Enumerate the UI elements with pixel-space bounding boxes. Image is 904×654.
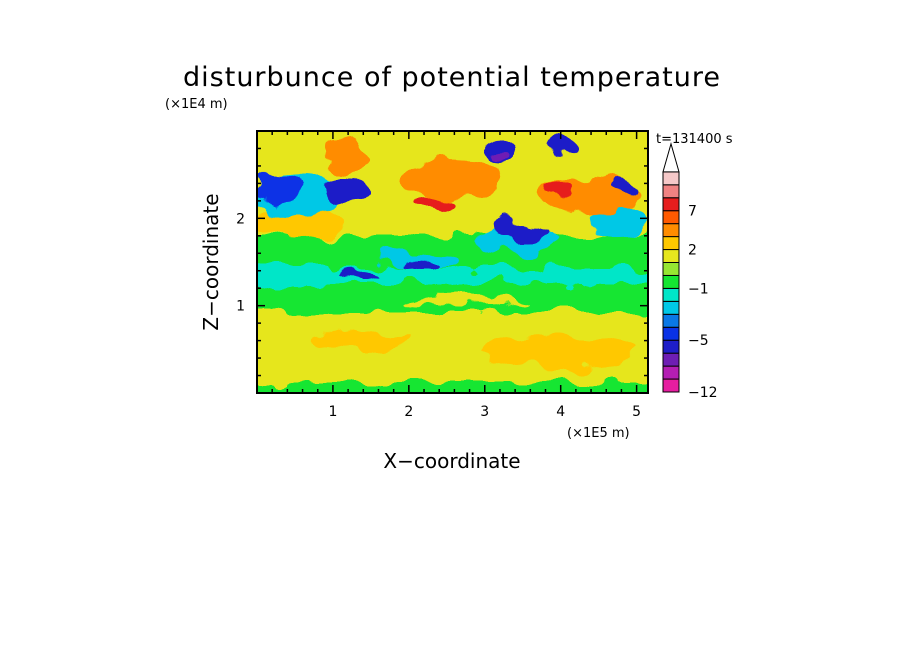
- colorbar-box: [662, 300, 680, 315]
- colorbar-label: −5: [688, 333, 709, 349]
- y-tick-label: 1: [236, 299, 245, 315]
- blue-patch-f: [613, 182, 637, 198]
- y-tick-label: 2: [236, 211, 245, 227]
- y-axis-ticks: 12: [236, 147, 648, 377]
- orange-patch-d: [400, 160, 500, 200]
- colorbar-box: [662, 249, 680, 264]
- x-tick-label: 1: [328, 404, 337, 420]
- colorbar-label: −12: [688, 385, 718, 401]
- blue-patch-a: [257, 174, 300, 206]
- colorbar-label: 7: [688, 204, 697, 220]
- x-axis-ticks: 1 2 3 4 5: [271, 131, 641, 420]
- x-axis-label: X−coordinate: [383, 449, 520, 473]
- blue-patch-b: [325, 178, 365, 206]
- colorbar-box: [662, 352, 680, 367]
- colorbar-box: [662, 210, 680, 225]
- x-tick-label: 4: [556, 404, 565, 420]
- contour-field: [257, 131, 648, 393]
- x-tick-label: 3: [480, 404, 489, 420]
- colorbar-box: [662, 274, 680, 289]
- colorbar-box: [662, 223, 680, 238]
- colorbar-box: [662, 287, 680, 302]
- x-tick-label: 5: [632, 404, 641, 420]
- red-patch-a: [410, 197, 450, 213]
- colorbar-box: [662, 262, 680, 276]
- blue-patch-g: [338, 270, 382, 278]
- colorbar-box: [662, 171, 680, 186]
- yellow-patch: [405, 295, 525, 305]
- colorbar-box: [662, 365, 680, 380]
- colorbar-box: [662, 236, 680, 251]
- cyan-patch-b: [592, 204, 648, 236]
- x-tick-label: 2: [404, 404, 413, 420]
- purple-patch: [495, 150, 505, 160]
- blue-patch-d: [548, 133, 572, 157]
- y-axis-label: Z−coordinate: [199, 193, 223, 330]
- x-scale-label: (×1E5 m): [567, 426, 630, 441]
- orange-patch-c: [257, 208, 345, 236]
- y-scale-label: (×1E4 m): [165, 97, 228, 112]
- colorbar-box: [662, 378, 680, 393]
- time-label: t=131400 s: [656, 132, 733, 147]
- orange-patch-b: [310, 330, 410, 350]
- colorbar: 7 2 −1 −5 −12: [662, 142, 718, 401]
- orange-patch-f: [330, 137, 370, 173]
- colorbar-box: [662, 339, 680, 354]
- blue-patch-c: [490, 220, 550, 240]
- colorbar-overflow-triangle: [662, 142, 680, 173]
- colorbar-label: −1: [688, 281, 709, 297]
- red-patch-b: [546, 184, 574, 196]
- colorbar-box: [662, 197, 680, 212]
- colorbar-box: [662, 313, 680, 328]
- orange-patch-a: [485, 336, 635, 368]
- colorbar-box: [662, 184, 680, 199]
- colorbar-label: 2: [688, 243, 697, 259]
- blue-patch-h: [406, 260, 434, 270]
- chart-title: disturbunce of potential temperature: [183, 62, 721, 93]
- colorbar-box: [662, 326, 680, 341]
- plot-frame: [256, 130, 649, 394]
